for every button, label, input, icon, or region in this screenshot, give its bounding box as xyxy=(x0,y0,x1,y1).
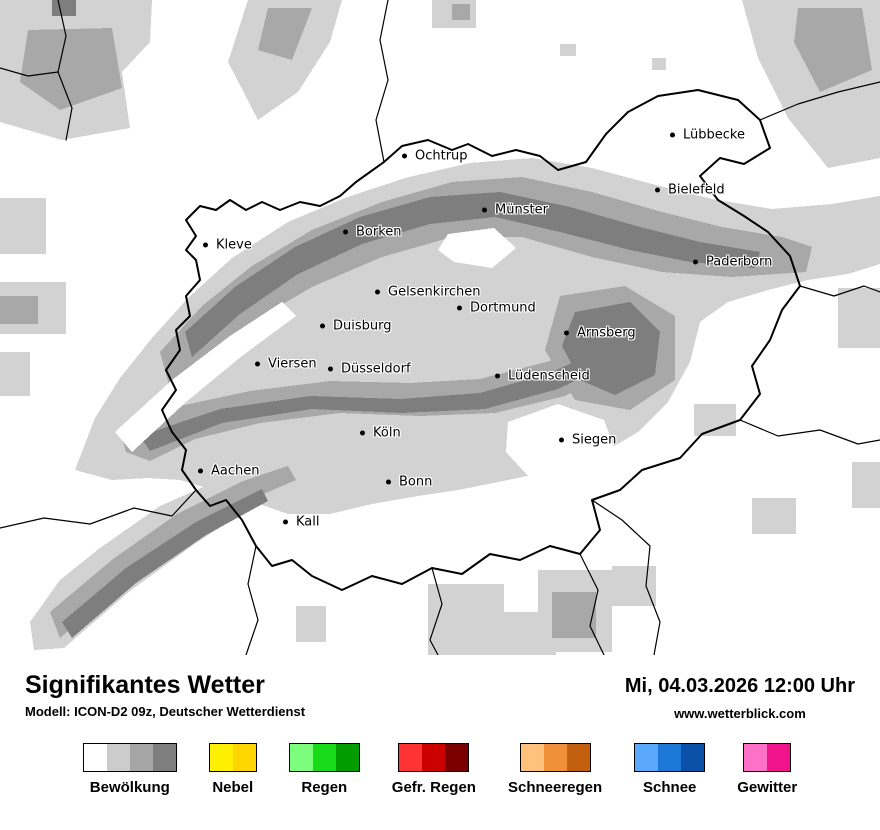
legend-swatches xyxy=(288,743,360,772)
legend-item: Gewitter xyxy=(737,743,797,796)
legend-color-cell xyxy=(83,744,107,771)
weather-map: Lübbecke Ochtrup Bielefeld Münster Borken Kle… xyxy=(0,0,880,655)
legend-swatches xyxy=(208,743,257,772)
legend-item: Gefr. Regen xyxy=(392,743,476,796)
website-label: www.wetterblick.com xyxy=(674,706,806,721)
legend-label: Gewitter xyxy=(737,779,798,796)
legend-label: Regen xyxy=(301,779,348,796)
legend-item: Nebel xyxy=(208,743,257,796)
legend-color-cell xyxy=(658,744,682,771)
cloud-dark-shapes xyxy=(52,0,760,638)
info-panel: Signifikantes Wetter Modell: ICON-D2 09z… xyxy=(0,655,880,796)
legend-item: Bewölkung xyxy=(82,743,177,796)
legend-swatches xyxy=(519,743,591,772)
legend-label: Schneeregen xyxy=(507,779,603,796)
legend-color-cell xyxy=(767,744,791,771)
legend-label: Gefr. Regen xyxy=(391,779,476,796)
model-line: Modell: ICON-D2 09z, Deutscher Wetterdie… xyxy=(25,704,306,719)
legend-color-cell xyxy=(312,744,336,771)
legend-color-cell xyxy=(543,744,567,771)
datetime-label: Mi, 04.03.2026 12:00 Uhr xyxy=(624,675,855,697)
legend-label: Bewölkung xyxy=(89,779,170,796)
legend-swatches xyxy=(82,743,177,772)
borders-layer xyxy=(0,0,880,655)
legend-color-cell xyxy=(399,744,423,771)
legend-label: Nebel xyxy=(212,779,254,796)
legend-color-cell xyxy=(232,744,256,771)
legend-color-cell xyxy=(635,744,659,771)
page-title: Signifikantes Wetter xyxy=(25,671,265,699)
legend-color-cell xyxy=(152,744,176,771)
cloud-white-gaps xyxy=(115,228,616,488)
legend-color-cell xyxy=(681,744,705,771)
legend-color-cell xyxy=(445,744,469,771)
legend-color-cell xyxy=(520,744,544,771)
legend-color-cell xyxy=(744,744,768,771)
legend-color-cell xyxy=(289,744,313,771)
legend-swatches xyxy=(634,743,706,772)
legend: Bewölkung Nebel Regen Gefr. Regen Schneerege… xyxy=(25,743,855,796)
neighbour-borders xyxy=(0,0,880,655)
legend-color-cell xyxy=(335,744,359,771)
cloud-layer xyxy=(0,0,880,655)
legend-item: Regen xyxy=(288,743,360,796)
legend-swatches xyxy=(743,743,792,772)
weather-map-svg xyxy=(0,0,880,655)
legend-color-cell xyxy=(129,744,153,771)
legend-color-cell xyxy=(566,744,590,771)
state-border xyxy=(161,89,801,591)
legend-swatches xyxy=(398,743,470,772)
legend-color-cell xyxy=(106,744,130,771)
legend-item: Schnee xyxy=(634,743,706,796)
legend-color-cell xyxy=(209,744,233,771)
legend-item: Schneeregen xyxy=(508,743,602,796)
legend-label: Schnee xyxy=(643,779,697,796)
legend-color-cell xyxy=(422,744,446,771)
